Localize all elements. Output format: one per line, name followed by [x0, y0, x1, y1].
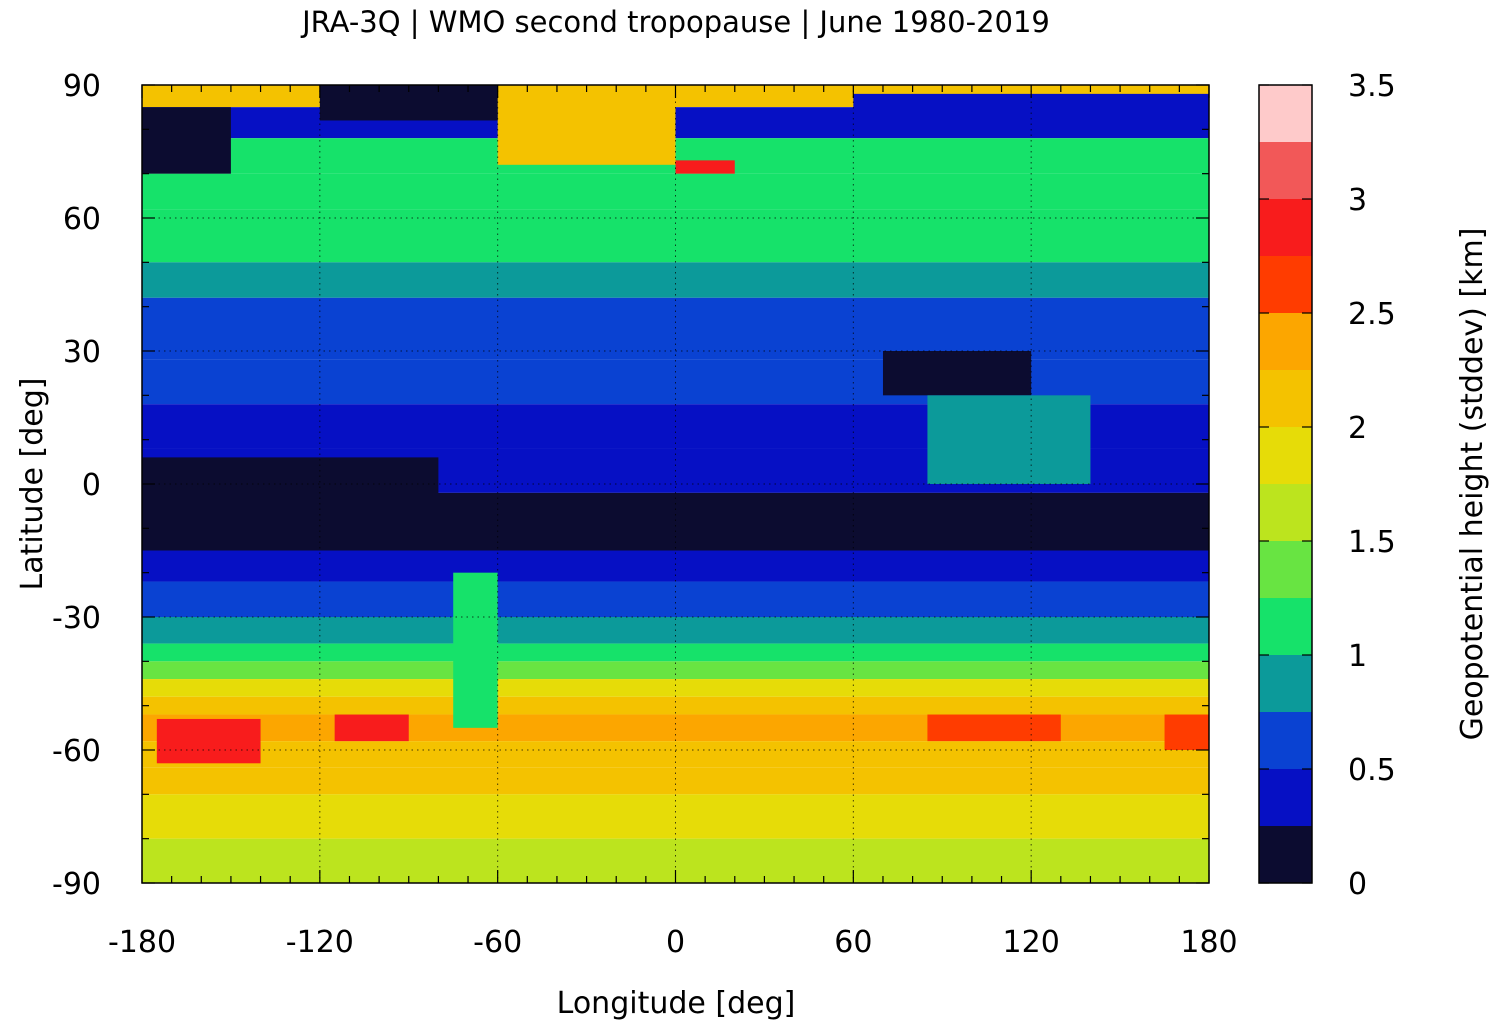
colorbar-levels [1259, 85, 1312, 883]
colorbar-tick-label: 1 [1348, 639, 1367, 674]
colorbar-level-13 [1259, 85, 1312, 142]
colorbar-level-9 [1259, 313, 1312, 370]
colorbar-level-5 [1259, 541, 1312, 598]
regional-feature-11 [927, 714, 1061, 742]
colorbar-level-4 [1259, 598, 1312, 655]
y-axis-label: Latitude [deg] [15, 378, 50, 591]
regional-feature-5 [912, 519, 1209, 547]
x-tick-label: -60 [473, 925, 522, 960]
colorbar-tick-label: 2 [1348, 411, 1367, 446]
regional-feature-8 [453, 572, 498, 728]
zonal-band-17 [142, 696, 1209, 715]
regional-feature-3 [853, 93, 1209, 130]
colorbar-level-3 [1259, 655, 1312, 712]
x-tick-label: -120 [286, 925, 354, 960]
x-tick-label: 180 [1180, 925, 1237, 960]
colorbar-level-12 [1259, 142, 1312, 199]
zonal-band-12 [142, 581, 1209, 617]
colorbar-tick-label: 0.5 [1348, 753, 1396, 788]
x-axis-label: Longitude [deg] [557, 986, 796, 1021]
zonal-band-16 [142, 679, 1209, 697]
y-tick-label: 90 [63, 69, 101, 104]
colorbar-frame [1258, 84, 1313, 884]
colorbar-tick-label: 1.5 [1348, 525, 1396, 560]
regional-feature-6 [882, 351, 1032, 396]
heatmap-plot-area [141, 84, 1210, 884]
colorbar-tick-label: 2.5 [1348, 297, 1396, 332]
y-tick-label: -90 [52, 867, 101, 902]
colorbar-tick-label: 0 [1348, 867, 1367, 902]
x-tick-label: 60 [834, 925, 872, 960]
colorbar-label: Geopotential height (stddev) [km] [1455, 228, 1490, 741]
colorbar-level-0 [1259, 826, 1312, 883]
grid-lines [142, 85, 1209, 883]
zonal-band-11 [142, 550, 1209, 582]
x-tick-label: 0 [666, 925, 685, 960]
x-tick-labels: -180 -120 -60 0 60 120 180 [108, 925, 1238, 960]
regional-feature-12 [1164, 714, 1209, 750]
y-tick-label: -30 [52, 601, 101, 636]
colorbar-level-10 [1259, 256, 1312, 313]
colorbar-level-7 [1259, 427, 1312, 484]
regional-feature-7 [927, 395, 1091, 484]
colorbar-level-6 [1259, 484, 1312, 541]
x-tick-marks [141, 85, 1210, 883]
regional-feature-4 [142, 457, 439, 511]
colorbar: 0 0.5 1 1.5 2 2.5 3 3.5 [1258, 69, 1396, 902]
colorbar-tick-labels: 0 0.5 1 1.5 2 2.5 3 3.5 [1348, 69, 1396, 902]
chart-title: JRA-3Q | WMO second tropopause | June 19… [300, 5, 1050, 39]
plot-frame [141, 84, 1210, 884]
y-tick-label: 30 [63, 335, 101, 370]
colorbar-level-2 [1259, 712, 1312, 769]
colorbar-level-8 [1259, 370, 1312, 427]
zonal-band-15 [142, 661, 1209, 680]
colorbar-level-11 [1259, 199, 1312, 256]
regional-feature-2 [142, 107, 231, 174]
regional-feature-10 [334, 714, 409, 742]
colorbar-tick-label: 3 [1348, 183, 1367, 218]
regional-feature-9 [156, 718, 261, 764]
colorbar-level-1 [1259, 769, 1312, 826]
x-tick-label: 120 [1003, 925, 1060, 960]
y-tick-labels: 90 60 30 0 -30 -60 -90 [52, 69, 101, 902]
y-tick-label: 60 [63, 202, 101, 237]
regional-feature-0 [497, 85, 676, 165]
regional-feature-13 [675, 160, 735, 174]
colorbar-tick-label: 3.5 [1348, 69, 1396, 104]
x-tick-label: -180 [108, 925, 176, 960]
y-tick-label: -60 [52, 734, 101, 769]
y-tick-label: 0 [82, 468, 101, 503]
zonal-band-5 [142, 262, 1209, 298]
